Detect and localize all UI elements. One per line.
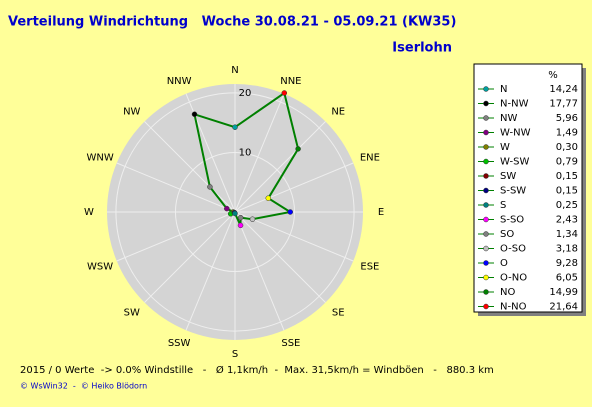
r-tick-label: 20 xyxy=(239,88,252,99)
legend-value: 21,64 xyxy=(549,302,578,313)
spoke xyxy=(234,211,326,303)
legend-marker xyxy=(483,129,489,136)
legend-marker xyxy=(483,274,489,281)
wind-point xyxy=(295,146,301,152)
wind-point xyxy=(265,195,272,201)
legend-label: W xyxy=(500,142,510,153)
legend-label: O-SO xyxy=(500,244,526,255)
chart-subtitle: Iserlohn xyxy=(392,41,452,56)
legend-label: W-SW xyxy=(500,157,529,168)
legend-marker xyxy=(483,86,489,92)
legend-marker xyxy=(483,187,489,194)
wind-point xyxy=(249,216,256,222)
direction-label: S xyxy=(232,349,238,360)
direction-label: NNE xyxy=(280,76,301,87)
spoke xyxy=(234,162,354,213)
footer: 2015 / 0 Werte -> 0.0% Windstille - Ø 1,… xyxy=(20,364,494,376)
legend-value: 2,43 xyxy=(556,215,578,226)
direction-label: ESE xyxy=(360,261,379,272)
direction-label: WSW xyxy=(87,261,113,272)
legend-marker xyxy=(483,100,489,107)
legend-marker xyxy=(483,173,489,179)
spoke xyxy=(116,211,236,262)
legend-value: 9,28 xyxy=(556,258,578,269)
legend-value: 0,30 xyxy=(556,142,578,153)
legend-label: N-NW xyxy=(500,99,529,110)
grid-ring xyxy=(174,151,296,273)
legend-label: NW xyxy=(500,113,517,124)
direction-label: E xyxy=(378,207,384,218)
legend-value: 6,05 xyxy=(556,273,578,284)
direction-label: SW xyxy=(124,307,140,318)
spoke xyxy=(116,162,236,213)
legend-value: 3,18 xyxy=(556,244,578,255)
legend-label: S-SO xyxy=(500,215,524,226)
legend-label: W-NW xyxy=(500,128,531,139)
legend-box xyxy=(473,63,583,313)
legend-value: 5,96 xyxy=(556,113,578,124)
legend-label: SO xyxy=(500,229,514,240)
spoke xyxy=(144,211,236,303)
direction-label: ENE xyxy=(360,153,380,164)
spoke xyxy=(234,93,285,213)
legend-title: % xyxy=(548,70,558,81)
direction-label: SSE xyxy=(281,338,300,349)
wind-point xyxy=(281,90,288,96)
direction-label: N xyxy=(231,65,238,76)
wind-point xyxy=(237,214,244,221)
legend-value: 0,79 xyxy=(556,157,578,168)
direction-label: WNW xyxy=(86,153,113,164)
wind-point xyxy=(232,210,238,217)
legend-value: 0,15 xyxy=(556,186,578,197)
spoke xyxy=(234,211,285,331)
legend-label: N-NO xyxy=(500,302,527,313)
spoke xyxy=(144,121,236,213)
legend-marker xyxy=(483,245,489,252)
direction-label: NNW xyxy=(167,76,192,87)
legend-marker xyxy=(483,216,489,223)
legend-value: 14,24 xyxy=(549,84,578,95)
legend-value: 1,49 xyxy=(556,128,578,139)
legend-value: 0,15 xyxy=(556,171,578,182)
spoke xyxy=(185,211,236,331)
wind-point xyxy=(207,184,213,190)
legend-label: S-SW xyxy=(500,186,526,197)
wind-point xyxy=(224,205,230,212)
legend-marker xyxy=(483,260,489,266)
direction-label: SSW xyxy=(168,338,191,349)
grid-ring xyxy=(115,92,355,332)
wind-point xyxy=(237,222,244,229)
wind-point xyxy=(232,124,238,130)
legend-label: SW xyxy=(500,171,516,182)
legend-marker xyxy=(483,144,489,150)
legend-value: 0,25 xyxy=(556,200,578,211)
legend-label: S xyxy=(500,200,506,211)
r-tick-label: 10 xyxy=(239,147,252,158)
legend-label: O-NO xyxy=(500,273,527,284)
legend-marker xyxy=(483,115,489,121)
direction-label: NE xyxy=(331,107,345,118)
legend-marker xyxy=(483,289,489,295)
wind-point xyxy=(191,111,198,118)
legend-value: 1,34 xyxy=(556,229,578,240)
credits: © WsWin32 - © Heiko Blödorn xyxy=(20,382,147,391)
legend-label: O xyxy=(500,258,508,269)
direction-label: W xyxy=(84,207,94,218)
direction-label: NW xyxy=(123,107,140,118)
legend-marker xyxy=(483,158,489,165)
legend-value: 17,77 xyxy=(549,99,578,110)
spoke xyxy=(234,121,326,213)
legend-marker xyxy=(483,231,489,237)
direction-label: SE xyxy=(332,307,345,318)
legend-label: NO xyxy=(500,287,515,298)
legend-marker xyxy=(483,303,489,310)
legend-label: N xyxy=(500,84,507,95)
chart-title: Verteilung Windrichtung Woche 30.08.21 -… xyxy=(8,15,456,30)
legend-value: 14,99 xyxy=(549,287,578,298)
legend-marker xyxy=(483,202,489,208)
wind-point xyxy=(287,209,293,215)
